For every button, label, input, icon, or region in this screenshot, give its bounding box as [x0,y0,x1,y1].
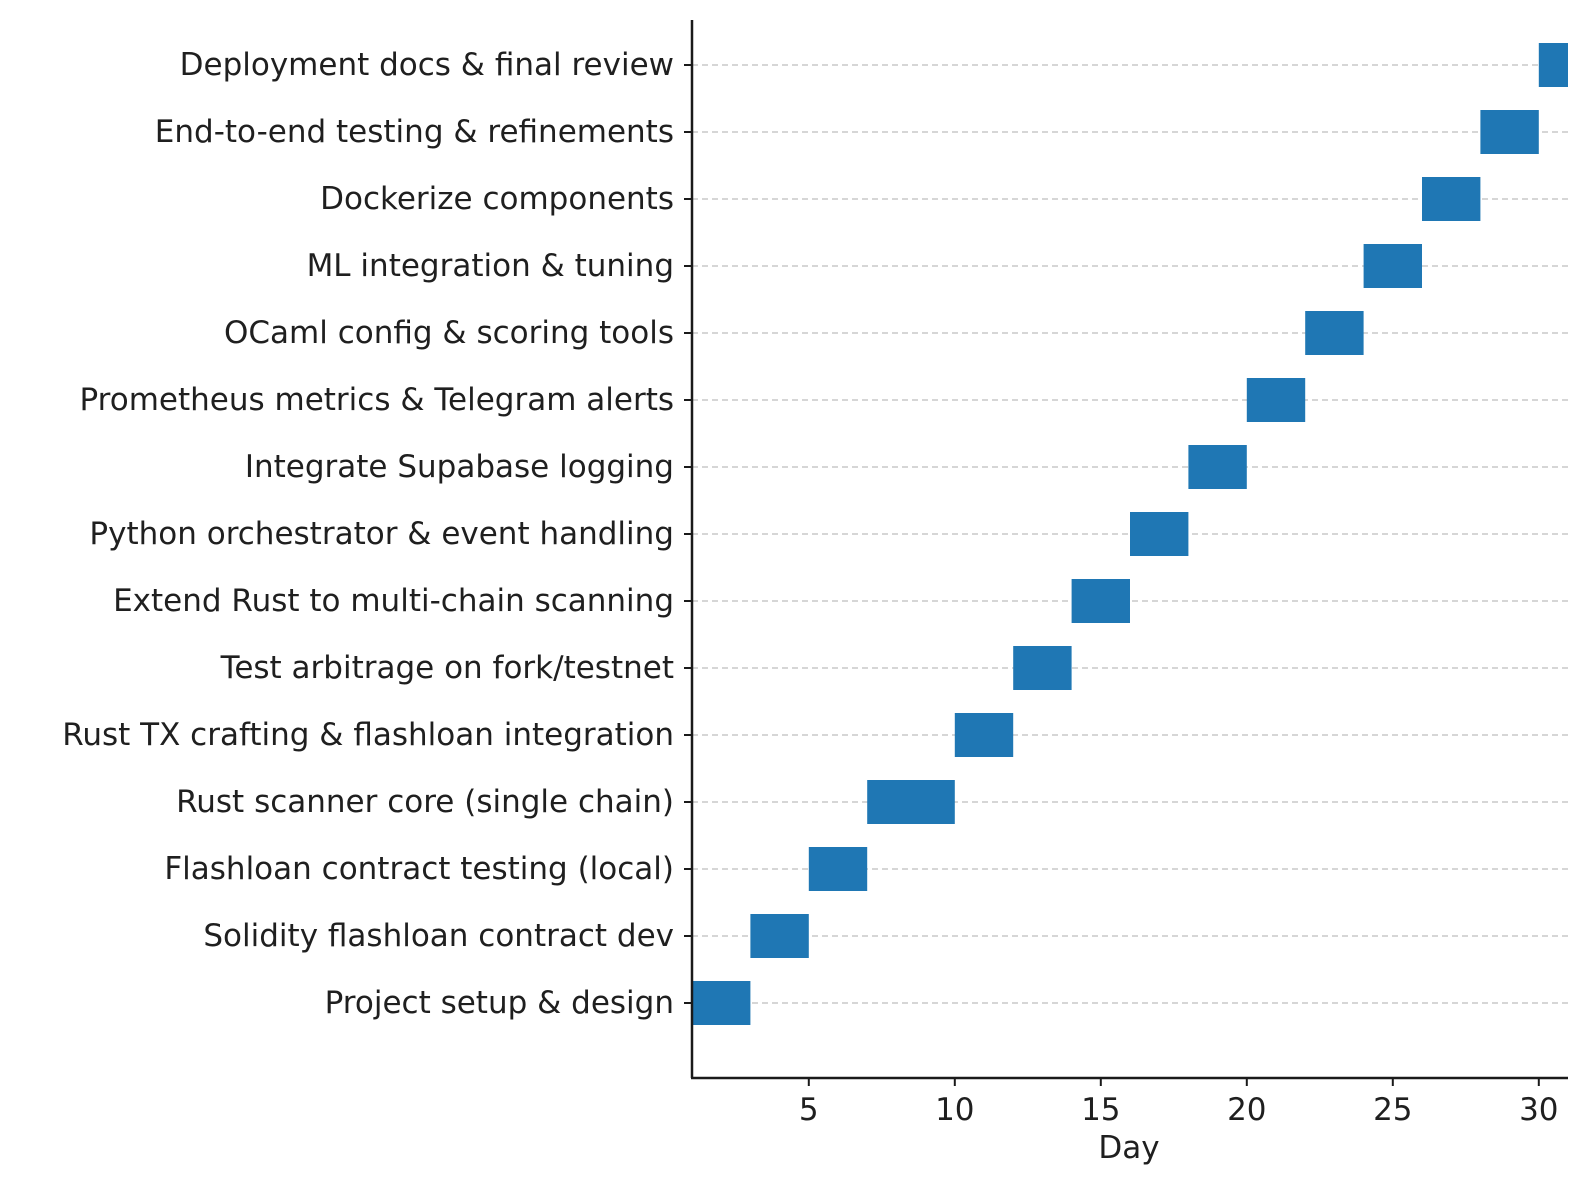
task-label: Deployment docs & final review [180,47,674,83]
x-tick-label: 5 [799,1092,819,1128]
task-bar [1480,110,1539,154]
x-tick-label: 30 [1519,1092,1558,1128]
task-label-layer: Project setup & design Solidity flashloan… [62,47,692,1021]
task-label: Extend Rust to multi-chain scanning [113,583,674,619]
task-bar [808,847,868,891]
task-bar [750,914,809,958]
task-bar [867,780,955,824]
x-tick-layer: 5 10 15 20 25 30 [799,1078,1559,1128]
task-bar [1071,579,1130,623]
task-bar [1305,311,1364,355]
task-label: Rust TX crafting & flashloan integration [62,717,674,753]
task-label: Solidity flashloan contract dev [203,918,674,954]
bar-layer [692,43,1568,1025]
task-label: Integrate Supabase logging [245,449,674,485]
task-bar [954,713,1014,757]
x-tick-label: 10 [935,1092,974,1128]
task-label: ML integration & tuning [307,248,674,284]
task-label: Python orchestrator & event handling [89,516,674,552]
task-bar [1246,378,1306,422]
task-bar [1188,445,1247,489]
x-tick-label: 25 [1373,1092,1412,1128]
axis-layer [690,20,1568,1080]
task-label: Dockerize components [320,181,674,217]
task-label: End-to-end testing & refinements [155,114,674,150]
task-label: Prometheus metrics & Telegram alerts [80,382,674,418]
x-axis-title: Day [1098,1130,1159,1166]
task-bar [1538,43,1568,87]
task-label: Flashloan contract testing (local) [164,851,674,887]
task-bar [692,981,751,1025]
task-bar [1422,177,1481,221]
task-bar [1363,244,1422,288]
task-bar [1013,646,1072,690]
x-tick-label: 20 [1227,1092,1266,1128]
task-label: Test arbitrage on fork/testnet [220,650,674,686]
task-bar [1130,512,1189,556]
task-label: OCaml config & scoring tools [224,315,674,351]
task-label: Rust scanner core (single chain) [176,784,674,820]
x-tick-label: 15 [1081,1092,1120,1128]
task-label: Project setup & design [325,985,674,1021]
